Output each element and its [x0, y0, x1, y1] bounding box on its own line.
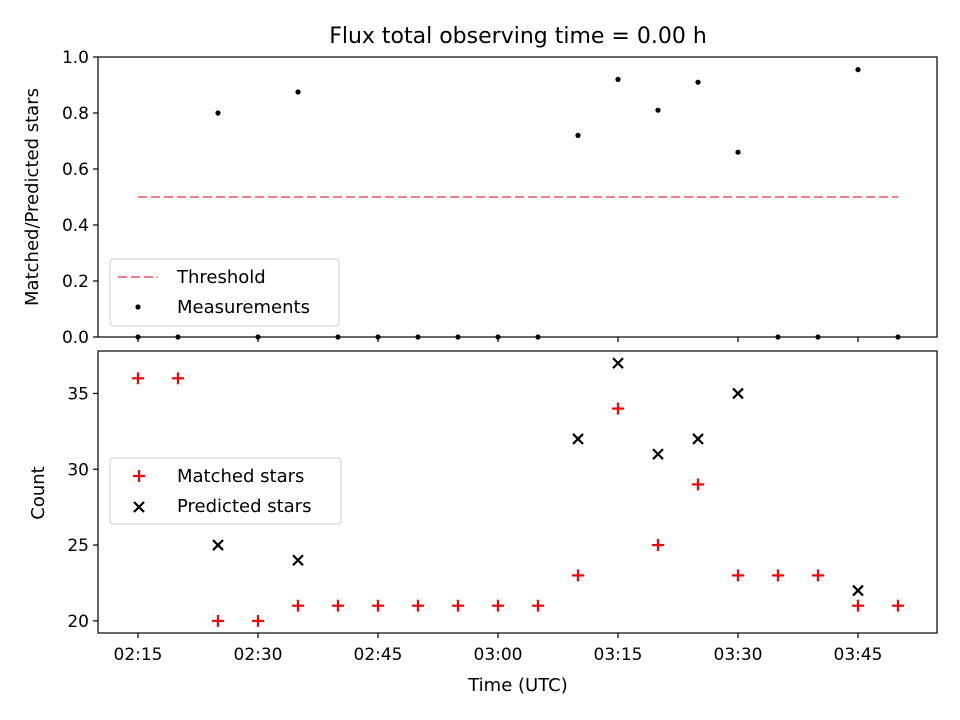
matched-star-point [532, 599, 544, 612]
matched-star-point [332, 599, 344, 612]
matched-star-point [132, 372, 144, 385]
ratio-plot-frame [97, 56, 938, 338]
x-tick-label: 03:30 [714, 645, 763, 665]
x-axis-label: Time (UTC) [467, 675, 568, 696]
measurement-point [575, 132, 581, 138]
ratio-legend: Threshold Measurements [109, 258, 340, 327]
count-y-tick-label: 25 [67, 536, 89, 556]
measurement-point [855, 67, 861, 73]
ratio-panel: Flux total observing time = 0.00 h 0.0 0.… [22, 24, 938, 348]
predicted-star-point [212, 539, 224, 551]
matched-star-point [892, 599, 904, 612]
measurement-point [615, 76, 621, 82]
ratio-y-tick-label: 0.8 [62, 104, 89, 124]
legend-predicted-marker [133, 501, 145, 513]
chart-title: Flux total observing time = 0.00 h [329, 24, 707, 49]
ratio-legend-box [109, 258, 340, 327]
count-y-tick-label: 35 [67, 384, 89, 404]
x-tick-label: 03:15 [594, 645, 643, 665]
x-tick-label: 02:15 [114, 645, 163, 665]
matched-star-point [572, 569, 584, 582]
ratio-y-tick-label: 1.0 [62, 48, 89, 68]
legend-threshold-label: Threshold [176, 267, 266, 288]
x-tick-label: 03:00 [474, 645, 523, 665]
legend-predicted-label: Predicted stars [177, 496, 311, 517]
ratio-y-tick-label: 0.2 [62, 272, 89, 292]
matched-star-point [652, 539, 664, 552]
measurement-point [735, 149, 741, 155]
count-legend-box [109, 457, 342, 525]
predicted-star-point [732, 387, 744, 400]
matched-star-point [252, 614, 264, 627]
matched-star-point [292, 599, 304, 612]
legend-matched-label: Matched stars [177, 466, 304, 487]
predicted-star-point [612, 357, 624, 369]
ratio-y-tick-label: 0.0 [62, 328, 89, 348]
predicted-star-point [852, 584, 864, 597]
legend-measurements-label: Measurements [177, 297, 310, 318]
ratio-y-tick-label: 0.4 [62, 216, 89, 236]
count-y-axis-label: Count [28, 466, 49, 519]
predicted-star-point [292, 554, 304, 567]
matched-star-point [172, 372, 184, 385]
count-y-tick-label: 20 [67, 612, 89, 632]
matched-star-point [692, 478, 704, 491]
matched-star-point [452, 599, 464, 612]
predicted-star-point [652, 448, 664, 460]
matched-star-point [772, 569, 784, 582]
count-panel: 20 25 30 35 02:15 02:30 02:45 03:00 03:15 03:30 03… [28, 350, 938, 696]
x-tick-label: 02:30 [234, 645, 283, 665]
matched-star-point [732, 569, 744, 582]
count-legend: Matched stars Predicted stars [109, 457, 342, 525]
matched-star-point [492, 599, 504, 612]
matched-star-point [852, 599, 864, 612]
count-y-tick-label: 30 [67, 460, 89, 480]
matched-star-point [812, 569, 824, 582]
measurement-point [215, 110, 221, 116]
measurement-point [655, 107, 661, 113]
legend-measurements-marker [135, 304, 141, 310]
predicted-star-point [572, 433, 584, 445]
matched-star-point [372, 599, 384, 612]
matched-star-point [412, 599, 424, 612]
measurement-point [695, 79, 701, 85]
measurement-point [295, 89, 301, 95]
matched-star-point [212, 614, 224, 627]
ratio-y-axis-label: Matched/Predicted stars [22, 88, 43, 306]
x-tick-label: 03:45 [834, 645, 883, 665]
legend-matched-marker [133, 470, 145, 482]
ratio-y-tick-label: 0.6 [62, 160, 89, 180]
x-tick-label: 02:45 [354, 645, 403, 665]
predicted-star-point [692, 433, 704, 445]
count-plot-frame [97, 350, 938, 634]
matched-star-point [612, 402, 624, 415]
